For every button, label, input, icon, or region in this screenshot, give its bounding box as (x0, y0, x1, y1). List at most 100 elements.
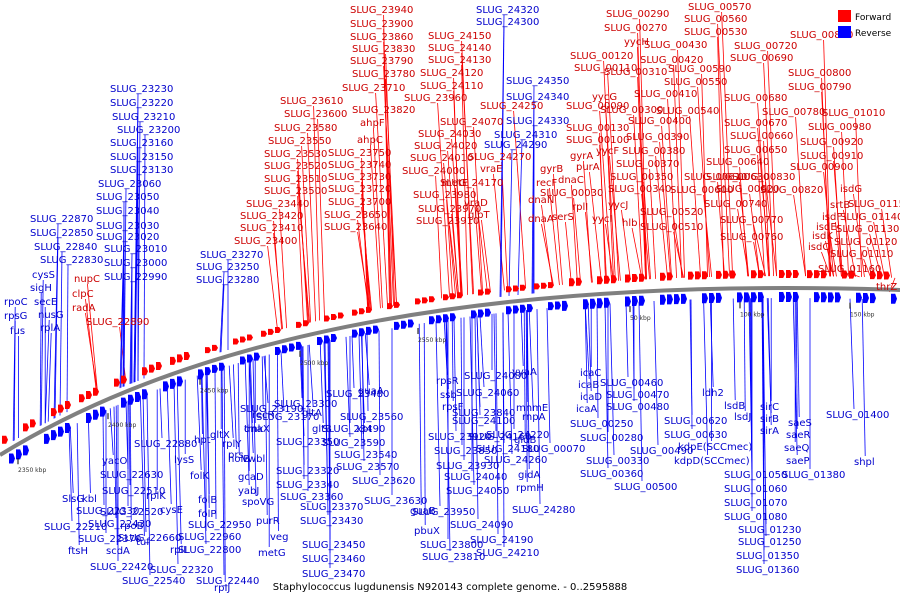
forward-gene-label: dnaA (528, 214, 554, 225)
reverse-gene-label: sirC (760, 402, 779, 413)
forward-gene-label: SLUG_23700 (328, 197, 391, 208)
reverse-gene-label: SLUG_23490 (322, 424, 385, 435)
forward-gene-arrow (597, 276, 603, 285)
reverse-gene-arrow (366, 326, 372, 335)
forward-leader-line (701, 73, 708, 278)
forward-leader-line (631, 227, 643, 280)
reverse-gene-label: SLUG_24190 (470, 535, 533, 546)
reverse-gene-label: kdpE(SCCmec) (678, 442, 752, 453)
forward-leader-line (447, 150, 459, 297)
reverse-leader-line (500, 26, 505, 297)
forward-leader-line (273, 232, 283, 330)
forward-gene-label: yycF (596, 146, 619, 157)
reverse-leader-line (166, 385, 172, 505)
reverse-leader-line (220, 284, 225, 353)
reverse-gene-label: SLUG_23020 (96, 232, 159, 243)
forward-gene-arrow (660, 272, 666, 281)
reverse-gene-label: SLUG_24280 (512, 505, 575, 516)
reverse-gene-label: SLUG_22850 (30, 228, 93, 239)
forward-leader-line (763, 62, 774, 277)
forward-gene-arrow (93, 387, 99, 396)
forward-gene-label: isdC (808, 242, 829, 253)
forward-gene-label: SLUG_00100 (566, 135, 629, 146)
forward-gene-arrow (422, 297, 428, 304)
reverse-leader-line (47, 332, 52, 422)
reverse-leader-line (587, 304, 592, 392)
reverse-gene-label: SLUG_00330 (586, 456, 649, 467)
reverse-gene-arrow (296, 341, 302, 350)
reverse-leader-line (302, 346, 305, 480)
reverse-gene-label: tmk (244, 424, 264, 435)
reverse-gene-label: vwbl (242, 454, 265, 465)
reverse-leader-line (319, 342, 324, 424)
reverse-gene-label: rpIJ (214, 583, 230, 594)
reverse-gene-label: kdpD(SCCmec) (674, 456, 750, 467)
reverse-gene-arrow (394, 321, 400, 330)
forward-gene-label: dnaN (528, 195, 554, 206)
reverse-gene-label: xpt (356, 424, 372, 435)
forward-leader-line (443, 162, 456, 297)
reverse-gene-label: SLUG_23590 (322, 438, 385, 449)
forward-gene-label: SLUG_00550 (664, 77, 727, 88)
forward-gene-label: SLUG_01160 (818, 264, 881, 275)
forward-gene-label: SLUG_00820 (760, 185, 823, 196)
forward-leader-line (573, 197, 581, 284)
forward-gene-label: isdE (816, 222, 837, 233)
forward-leader-line (279, 208, 287, 329)
forward-gene-label: SLUG_00430 (644, 40, 707, 51)
reverse-leader-line (792, 298, 798, 456)
reverse-gene-label: SLUG_23570 (336, 462, 399, 473)
reverse-gene-label: rpsG (4, 311, 27, 322)
reverse-leader-line (345, 336, 351, 438)
reverse-gene-label: SLUG_00500 (614, 482, 677, 493)
reverse-gene-label: SLUG_22870 (30, 214, 93, 225)
forward-gene-label: ahpC (357, 135, 383, 146)
forward-gene-arrow (177, 354, 183, 363)
reverse-gene-label: mnmE (516, 403, 548, 414)
forward-leader-line (553, 173, 563, 285)
forward-gene-label: SLUG_23790 (350, 56, 413, 67)
forward-gene-label: SLUG_00340 (608, 184, 671, 195)
forward-gene-label: SLUG_23500 (264, 186, 327, 197)
reverse-gene-arrow (681, 293, 687, 304)
reverse-gene-label: lysS (174, 455, 194, 466)
reverse-gene-arrow (835, 292, 841, 303)
forward-gene-label: vraD (464, 198, 488, 209)
reverse-gene-label: SLUG_24210 (476, 548, 539, 559)
forward-leader-line (703, 194, 712, 277)
forward-leader-line (717, 36, 724, 277)
forward-gene-label: yycJ (608, 200, 628, 211)
reverse-gene-arrow (51, 430, 57, 441)
reverse-gene-label: saeS (788, 418, 812, 429)
reverse-gene-arrow (359, 328, 365, 337)
reverse-leader-line (653, 300, 659, 446)
forward-gene-label: SLUG_00520 (640, 207, 703, 218)
reverse-leader-line (795, 298, 798, 430)
reverse-gene-arrow (16, 449, 22, 460)
forward-gene-arrow (324, 315, 330, 322)
forward-gene-arrow (506, 286, 512, 293)
reverse-gene-label: SLUG_23170 (256, 412, 319, 423)
reverse-gene-label: lsdJ (734, 412, 751, 423)
reverse-gene-label: SLUG_23540 (334, 450, 397, 461)
reverse-leader-line (146, 393, 151, 576)
forward-leader-line (609, 155, 621, 281)
reverse-gene-label: SLUG_22880 (134, 439, 197, 450)
reverse-gene-label: SLUG_24350 (506, 76, 569, 87)
reverse-leader-line (479, 315, 485, 388)
reverse-leader-line (507, 312, 513, 455)
forward-leader-line (119, 326, 126, 380)
reverse-gene-label: SLUG_00250 (570, 419, 633, 430)
reverse-gene-label: saeQ (784, 443, 809, 454)
forward-leader-line (361, 206, 372, 310)
reverse-gene-label: SLUG_24040 (444, 472, 507, 483)
reverse-gene-label: SLUG_22210 (44, 522, 107, 533)
reverse-gene-label: SLUG_24320 (476, 5, 539, 16)
reverse-gene-arrow (163, 381, 169, 392)
reverse-gene-label: SLUG_22370 (78, 534, 141, 545)
forward-gene-arrow (352, 309, 358, 316)
reverse-leader-line (196, 375, 202, 471)
reverse-gene-label: SLUG_23430 (300, 516, 363, 527)
reverse-gene-label: folK (190, 471, 209, 482)
forward-gene-label: SLUG_00780 (762, 107, 825, 118)
